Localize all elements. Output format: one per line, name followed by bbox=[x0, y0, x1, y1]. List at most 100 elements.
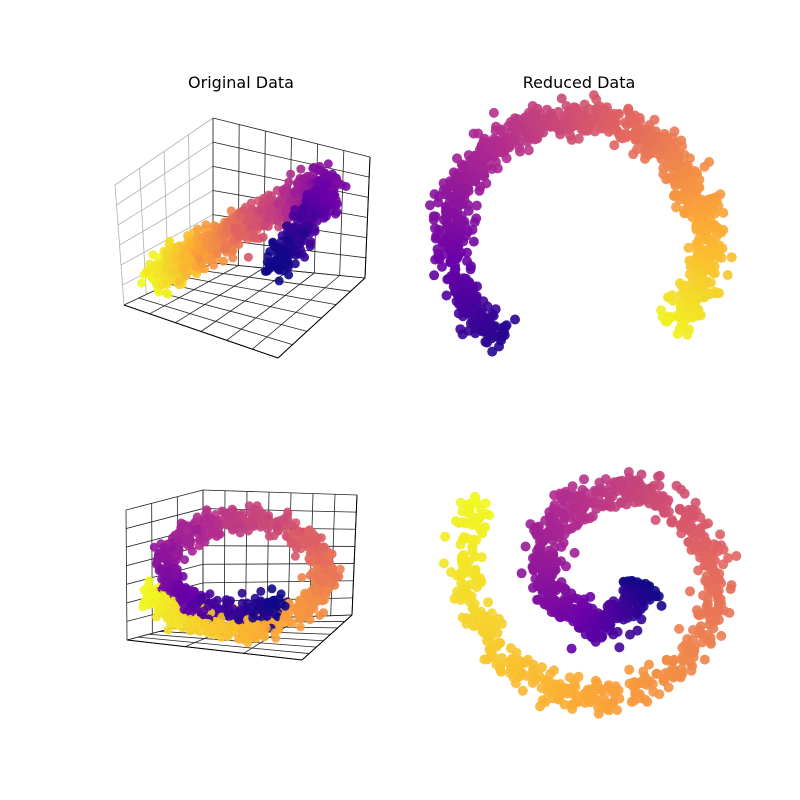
scatter-point bbox=[486, 608, 497, 619]
scatter-point bbox=[138, 602, 148, 612]
scatter-point bbox=[274, 594, 284, 604]
scatter-point bbox=[429, 270, 440, 281]
scatter-point bbox=[452, 586, 462, 597]
scatter-point bbox=[304, 534, 314, 544]
scatter-point bbox=[694, 610, 705, 621]
scatter-point bbox=[221, 595, 231, 605]
z-axis-line bbox=[351, 494, 358, 616]
scatter-point bbox=[313, 165, 323, 175]
scatter-point bbox=[693, 565, 704, 576]
scatter-point bbox=[262, 266, 271, 276]
scatter-point bbox=[490, 304, 501, 315]
scatter-point bbox=[223, 519, 233, 529]
scatter-point bbox=[278, 185, 288, 195]
scatter-point bbox=[182, 537, 192, 546]
scatter-point bbox=[291, 250, 301, 260]
scatter-point bbox=[520, 541, 531, 552]
grid-line bbox=[125, 489, 204, 511]
scatter-point bbox=[329, 190, 339, 200]
scatter-point bbox=[718, 559, 729, 570]
grid-line bbox=[119, 190, 214, 246]
scatter-point bbox=[718, 207, 729, 218]
scatter-point bbox=[220, 244, 229, 254]
scatter-point bbox=[496, 653, 507, 663]
scatter-point bbox=[703, 518, 713, 529]
scatter-point bbox=[297, 573, 307, 582]
scatter-point bbox=[685, 586, 695, 597]
scatter-point bbox=[706, 638, 716, 649]
scatter-point bbox=[726, 252, 737, 263]
scatter-point bbox=[153, 606, 163, 616]
scatter-point bbox=[688, 625, 698, 635]
scatter-point bbox=[219, 256, 229, 266]
scatter-point bbox=[556, 93, 567, 104]
scatter-point bbox=[319, 213, 329, 223]
scatter-point bbox=[458, 549, 469, 560]
scatter-point bbox=[484, 510, 495, 521]
scatter-point bbox=[303, 526, 313, 536]
scatter-point bbox=[200, 514, 210, 524]
scatter-point bbox=[658, 675, 669, 686]
scatter-point bbox=[144, 576, 154, 586]
scatter-point bbox=[268, 256, 278, 266]
scatter-point bbox=[556, 577, 567, 588]
scatter-point bbox=[731, 551, 742, 561]
scatter-point bbox=[182, 526, 192, 536]
scatter-point bbox=[656, 600, 667, 611]
scatter-point bbox=[300, 229, 310, 239]
scatter-point bbox=[162, 288, 172, 298]
scatter-point bbox=[614, 108, 624, 119]
scatter-point bbox=[250, 509, 260, 519]
grid-line bbox=[126, 508, 204, 529]
scatter-point bbox=[536, 683, 547, 694]
scatter-point bbox=[255, 630, 265, 640]
grid-line bbox=[212, 141, 370, 178]
z-axis-line bbox=[364, 156, 371, 279]
scatter-point bbox=[180, 251, 190, 261]
scatter-point bbox=[235, 528, 245, 538]
scatter-point bbox=[285, 198, 295, 208]
scatter-point bbox=[157, 566, 167, 576]
scatter-point bbox=[288, 618, 297, 628]
scatter-point bbox=[273, 521, 283, 531]
scatter-point bbox=[308, 212, 318, 221]
scatter-point bbox=[192, 512, 202, 522]
scatter-point bbox=[481, 178, 492, 189]
scatter-point bbox=[206, 529, 216, 539]
scatter-point bbox=[305, 221, 314, 231]
grid-line bbox=[137, 636, 310, 654]
scatter-point bbox=[564, 672, 575, 683]
scatter-point bbox=[243, 252, 253, 262]
scatter-point bbox=[566, 643, 577, 654]
scatter-point bbox=[192, 524, 202, 534]
scatter-point bbox=[559, 594, 570, 605]
scatter-point bbox=[157, 574, 167, 584]
scatter-point bbox=[430, 223, 440, 234]
scatter-point bbox=[335, 564, 345, 574]
scatter-point bbox=[174, 528, 183, 538]
scatter-point bbox=[290, 259, 300, 269]
scatter-point bbox=[479, 654, 490, 665]
y-axis-line bbox=[277, 277, 366, 359]
scatter-point bbox=[234, 634, 244, 644]
scatter-point bbox=[697, 637, 708, 648]
scatter-points-reduced-top bbox=[425, 90, 737, 357]
scatter-point bbox=[569, 547, 580, 558]
scatter-point bbox=[212, 249, 222, 259]
scatter-point bbox=[667, 517, 678, 528]
scatter-point bbox=[306, 546, 316, 556]
scatter-point bbox=[256, 586, 266, 596]
scatter-point bbox=[280, 516, 290, 526]
scatter-point bbox=[237, 588, 247, 598]
scatter-point bbox=[468, 236, 479, 247]
scatter-point bbox=[672, 328, 683, 339]
scatter-point bbox=[228, 253, 238, 263]
scatter-points-reduced-bottom bbox=[438, 467, 742, 719]
scatter-point bbox=[186, 608, 196, 618]
scatter-point bbox=[290, 551, 300, 561]
scatter-point bbox=[171, 550, 181, 560]
scatter-point bbox=[537, 695, 548, 706]
scatter-point bbox=[291, 543, 301, 553]
scatter-point bbox=[181, 271, 191, 280]
scatter-point bbox=[323, 159, 333, 169]
